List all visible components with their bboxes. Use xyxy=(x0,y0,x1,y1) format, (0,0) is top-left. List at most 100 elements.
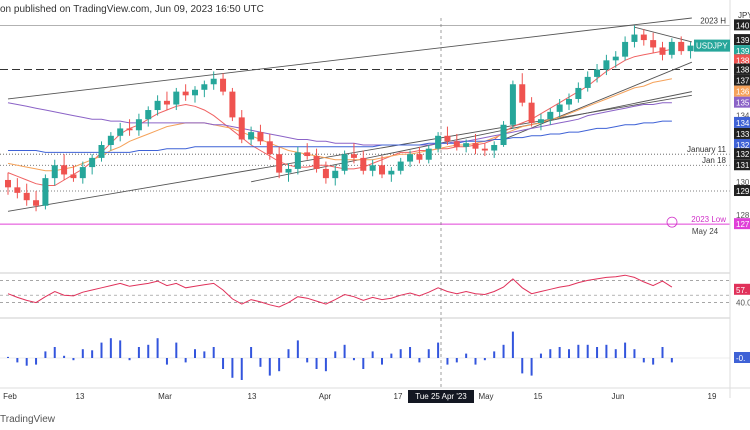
candle-body-53 xyxy=(500,124,507,145)
price-tag-label-12: 132 xyxy=(736,150,750,159)
price-tag-10 xyxy=(734,127,750,139)
price-tag-6 xyxy=(734,85,750,97)
hist-bar-10 xyxy=(100,342,103,358)
candle-body-62 xyxy=(584,76,591,88)
candle-body-44 xyxy=(416,154,423,160)
hist-bar-62 xyxy=(586,344,589,358)
time-label-3: 13 xyxy=(248,392,257,401)
candle-body-15 xyxy=(145,110,152,120)
symbol-tag-label: USDJPY xyxy=(696,42,728,51)
candle-body-73 xyxy=(687,45,694,52)
price-tag-label-7: 135 xyxy=(736,99,750,108)
candle-body-24 xyxy=(229,91,236,118)
hist-bar-64 xyxy=(605,344,608,358)
hist-bar-21 xyxy=(203,351,206,358)
candle-body-63 xyxy=(594,69,601,77)
hist-bar-67 xyxy=(633,349,636,358)
symbol-tag xyxy=(694,39,730,52)
level-label-3: Jan 18 xyxy=(702,156,727,165)
hist-bar-29 xyxy=(278,358,281,372)
candle-body-0 xyxy=(5,179,11,188)
price-tag-15 xyxy=(734,185,750,197)
rsi-level-label: 40.0 xyxy=(736,299,750,308)
candle-body-47 xyxy=(444,135,451,142)
candle-body-18 xyxy=(173,91,180,105)
time-label-1: 13 xyxy=(76,392,85,401)
candle-body-67 xyxy=(631,34,638,42)
candle-body-57 xyxy=(537,119,544,123)
price-tag-0 xyxy=(734,19,750,31)
candle-body-55 xyxy=(519,84,526,103)
price-tag-label-0: 140 xyxy=(736,21,750,30)
candle-body-60 xyxy=(566,98,572,105)
hist-bar-39 xyxy=(371,351,374,358)
price-tag-label-17: 127 xyxy=(736,220,750,229)
hist-bar-4 xyxy=(44,351,47,358)
candle-body-64 xyxy=(603,60,610,70)
horizontal-levels: 2023 H January 11 Jan 18 2023 Low xyxy=(0,16,730,225)
hist-bar-6 xyxy=(63,355,66,358)
low-marker-icon xyxy=(666,216,678,228)
candle-body-21 xyxy=(201,84,208,90)
candle-body-43 xyxy=(407,154,414,162)
hist-bar-28 xyxy=(268,358,271,376)
candle-body-50 xyxy=(472,143,479,149)
candle-body-7 xyxy=(70,174,77,179)
candle-body-39 xyxy=(369,165,376,171)
candle-body-58 xyxy=(547,111,554,120)
hist-bar-56 xyxy=(530,358,533,376)
time-label-9: 19 xyxy=(708,392,717,401)
hist-bar-48 xyxy=(455,358,458,363)
price-tag-12 xyxy=(734,148,750,160)
crosshair-date-box xyxy=(408,390,474,403)
candle-body-72 xyxy=(678,41,685,52)
time-label-0: Feb xyxy=(3,392,17,401)
hist-bar-18 xyxy=(175,342,178,358)
candle-body-26 xyxy=(248,132,255,140)
candle-body-12 xyxy=(117,128,124,136)
hist-bar-60 xyxy=(568,349,570,358)
price-tag-17 xyxy=(734,218,750,230)
hist-bar-8 xyxy=(81,349,84,358)
candle-body-54 xyxy=(509,84,516,125)
trendlines xyxy=(7,17,693,212)
trendline-3 xyxy=(503,61,693,140)
candle-body-16 xyxy=(154,100,161,111)
ma-line-2 xyxy=(7,102,672,146)
price-tag-13 xyxy=(734,159,750,171)
price-tag-label-16: 128 xyxy=(736,211,750,220)
hist-bar-43 xyxy=(409,347,412,358)
price-tag-label-1: 139 xyxy=(736,36,750,45)
candle-body-49 xyxy=(463,143,470,147)
price-tag-label-4: 138 xyxy=(736,66,750,75)
candle-body-41 xyxy=(388,170,395,175)
hist-bar-40 xyxy=(381,358,383,365)
time-label-7: 15 xyxy=(534,392,543,401)
hist-bar-11 xyxy=(109,338,112,358)
price-tag-label-14: 130 xyxy=(736,178,750,187)
hist-bar-35 xyxy=(334,351,337,358)
ma-line-3 xyxy=(8,120,672,153)
hist-bar-12 xyxy=(119,340,122,358)
hist-bar-57 xyxy=(539,353,542,358)
hist-bar-47 xyxy=(446,358,449,365)
candle-body-66 xyxy=(622,41,629,57)
candle-body-32 xyxy=(304,152,311,157)
price-tag-label-6: 136 xyxy=(736,88,750,97)
hist-bar-42 xyxy=(399,349,402,358)
hist-bar-9 xyxy=(91,350,94,358)
hist-bar-68 xyxy=(642,358,645,363)
annotations: May 24 xyxy=(666,216,719,236)
level-label-5: 2023 Low xyxy=(691,215,726,224)
candle-body-61 xyxy=(575,87,582,99)
candle-body-13 xyxy=(126,128,133,131)
hist-bar-55 xyxy=(521,358,524,374)
candle-body-38 xyxy=(360,157,367,171)
candle-body-10 xyxy=(98,145,105,158)
time-axis: Feb 13 Mar 13 Apr 17 May 15 Jun 19 Tue 25 Apr '23 xyxy=(0,18,750,403)
hist-bar-2 xyxy=(25,358,28,366)
candle-body-20 xyxy=(192,89,198,96)
price-tag-9 xyxy=(734,116,750,128)
hist-bar-22 xyxy=(212,347,215,358)
